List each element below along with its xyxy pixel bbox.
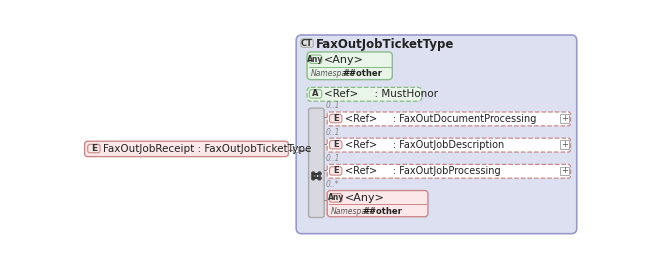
- Text: <Ref>     : FaxOutDocumentProcessing: <Ref> : FaxOutDocumentProcessing: [345, 114, 536, 124]
- Text: Namespace: Namespace: [331, 207, 376, 216]
- Text: 0..1: 0..1: [326, 128, 340, 137]
- Text: Any: Any: [328, 193, 344, 202]
- Text: 0..1: 0..1: [326, 154, 340, 163]
- FancyBboxPatch shape: [329, 167, 342, 175]
- Text: E: E: [333, 140, 339, 149]
- Text: FaxOutJobTicketType: FaxOutJobTicketType: [317, 38, 455, 51]
- Bar: [561, 167, 569, 175]
- Text: E: E: [333, 114, 339, 123]
- Text: <Ref>     : MustHonor: <Ref> : MustHonor: [324, 89, 438, 99]
- FancyBboxPatch shape: [328, 138, 570, 152]
- Text: E: E: [333, 167, 339, 175]
- FancyBboxPatch shape: [309, 108, 324, 218]
- FancyBboxPatch shape: [307, 52, 392, 80]
- Text: <Any>: <Any>: [324, 55, 364, 65]
- Text: FaxOutJobReceipt : FaxOutJobTicketType: FaxOutJobReceipt : FaxOutJobTicketType: [103, 144, 311, 154]
- Text: <Ref>     : FaxOutJobDescription: <Ref> : FaxOutJobDescription: [345, 140, 505, 150]
- FancyBboxPatch shape: [88, 144, 100, 153]
- FancyBboxPatch shape: [329, 114, 342, 123]
- Text: +: +: [561, 114, 568, 123]
- Text: ##other: ##other: [342, 69, 382, 78]
- FancyBboxPatch shape: [309, 55, 322, 64]
- FancyBboxPatch shape: [328, 164, 570, 178]
- Text: +: +: [561, 140, 568, 149]
- FancyBboxPatch shape: [297, 35, 577, 234]
- Text: 0..*: 0..*: [326, 180, 339, 189]
- Circle shape: [318, 172, 322, 176]
- Circle shape: [311, 176, 315, 180]
- Text: CT: CT: [301, 39, 313, 48]
- Text: A: A: [312, 89, 319, 98]
- FancyBboxPatch shape: [309, 90, 322, 98]
- Text: Any: Any: [307, 55, 324, 64]
- Bar: [561, 140, 569, 149]
- Text: 0..1: 0..1: [326, 101, 340, 110]
- FancyBboxPatch shape: [85, 141, 289, 157]
- FancyBboxPatch shape: [329, 140, 342, 149]
- FancyBboxPatch shape: [301, 39, 313, 47]
- Circle shape: [311, 172, 315, 176]
- FancyBboxPatch shape: [328, 190, 428, 217]
- Text: <Any>: <Any>: [345, 193, 385, 203]
- FancyBboxPatch shape: [328, 112, 570, 126]
- FancyBboxPatch shape: [307, 87, 422, 101]
- FancyBboxPatch shape: [329, 194, 342, 202]
- Text: Namespace: Namespace: [311, 69, 356, 78]
- Bar: [561, 114, 569, 123]
- Circle shape: [318, 176, 322, 180]
- Text: +: +: [561, 167, 568, 175]
- Bar: [293, 147, 298, 152]
- Text: ##other: ##other: [363, 207, 402, 216]
- Text: E: E: [91, 144, 97, 153]
- Text: <Ref>     : FaxOutJobProcessing: <Ref> : FaxOutJobProcessing: [345, 166, 501, 176]
